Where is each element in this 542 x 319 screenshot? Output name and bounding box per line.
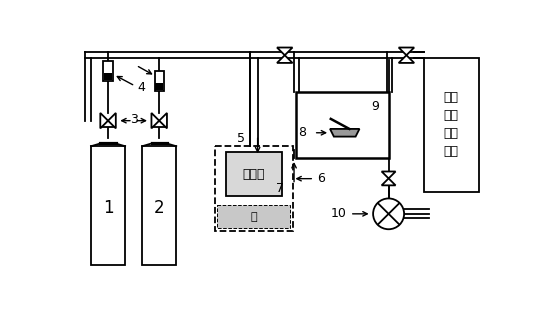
Bar	[156, 83, 163, 90]
Bar	[296, 92, 389, 158]
Polygon shape	[159, 113, 167, 128]
Polygon shape	[382, 178, 396, 185]
Polygon shape	[277, 55, 293, 63]
Bar	[424, 57, 479, 192]
Text: 水: 水	[250, 211, 257, 222]
Text: 5: 5	[236, 132, 244, 145]
Text: 4: 4	[138, 81, 145, 94]
Circle shape	[373, 198, 404, 229]
Bar	[226, 152, 282, 196]
Polygon shape	[399, 55, 414, 63]
Polygon shape	[100, 113, 108, 128]
Polygon shape	[382, 172, 396, 178]
Text: 10: 10	[331, 207, 347, 220]
Text: 蒸馏水: 蒸馏水	[242, 168, 265, 181]
Polygon shape	[330, 129, 359, 137]
Polygon shape	[277, 48, 293, 55]
Text: 2: 2	[154, 199, 165, 217]
Bar	[104, 61, 113, 81]
Bar	[91, 146, 125, 265]
Bar	[215, 146, 293, 231]
Text: 氮气
回收
处理
装置: 氮气 回收 处理 装置	[444, 92, 459, 159]
Polygon shape	[151, 113, 159, 128]
Text: 6: 6	[317, 172, 325, 185]
Text: 1: 1	[103, 199, 113, 217]
Text: 9: 9	[371, 100, 379, 113]
Text: 3: 3	[130, 113, 138, 126]
Bar	[142, 146, 176, 265]
Polygon shape	[108, 113, 116, 128]
Polygon shape	[399, 48, 414, 55]
Bar	[104, 73, 112, 80]
Text: 8: 8	[299, 126, 307, 139]
Text: 7: 7	[276, 182, 284, 195]
Bar	[154, 70, 164, 91]
Bar	[217, 205, 290, 228]
